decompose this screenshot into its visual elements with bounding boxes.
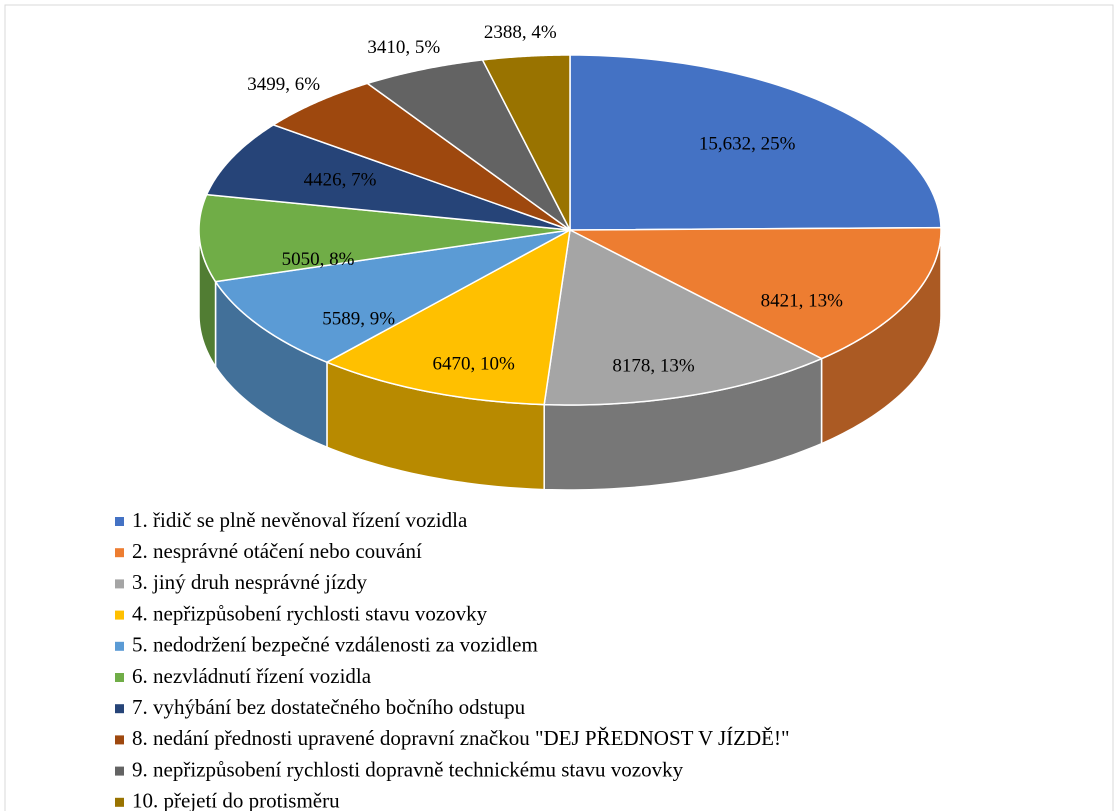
slice — [198, 193, 571, 283]
slice — [569, 54, 942, 231]
legend-label: 10. přejetí do protisměru — [132, 789, 340, 811]
legend-swatch — [115, 735, 124, 745]
legend-label: 7. vyhýbání bez dostatečného bočního ods… — [132, 695, 526, 719]
legend-label: 6. nezvládnutí řízení vozidla — [132, 664, 372, 688]
slice — [325, 228, 571, 406]
slice — [214, 229, 571, 364]
legend-label: 9. nepřizpůsobení rychlosti dopravně tec… — [132, 757, 684, 781]
data-label: 5589, 9% — [322, 308, 395, 329]
data-label: 8421, 13% — [761, 290, 844, 311]
legend-label: 8. nedání přednosti upravené dopravní zn… — [132, 726, 790, 750]
legend-swatch — [115, 548, 124, 558]
legend-swatch — [115, 704, 124, 714]
legend-label: 2. nesprávné otáčení nebo couvání — [132, 539, 422, 563]
data-label: 15,632, 25% — [699, 134, 796, 155]
data-label: 3499, 6% — [247, 74, 320, 95]
data-label: 3410, 5% — [367, 37, 440, 58]
legend-label: 1. řidič se plně nevěnoval řízení vozidl… — [132, 508, 468, 532]
legend-swatch — [115, 641, 124, 651]
data-label: 4426, 7% — [304, 169, 377, 190]
legend-label: 4. nepřizpůsobení rychlosti stavu vozovk… — [132, 601, 488, 625]
slice — [543, 228, 824, 406]
legend-swatch — [115, 797, 124, 807]
legend-swatch — [115, 517, 124, 526]
slice — [205, 124, 571, 231]
slice — [365, 59, 571, 231]
slice — [271, 82, 571, 231]
data-label: 8178, 13% — [612, 356, 695, 377]
legend-label: 3. jiný druh nesprávné jízdy — [132, 570, 368, 594]
legend: 1. řidič se plně nevěnoval řízení vozidl… — [115, 508, 790, 811]
legend-swatch — [115, 766, 124, 776]
slice — [569, 226, 942, 360]
data-label: 2388, 4% — [484, 22, 557, 43]
legend-label: 5. nedodržení bezpečné vzdálenosti za vo… — [132, 633, 538, 657]
legend-swatch — [115, 579, 124, 589]
slice — [481, 54, 571, 231]
data-label: 5050, 8% — [282, 249, 355, 270]
legend-swatch — [115, 610, 124, 620]
data-label: 6470, 10% — [432, 353, 515, 374]
legend-swatch — [115, 673, 124, 682]
